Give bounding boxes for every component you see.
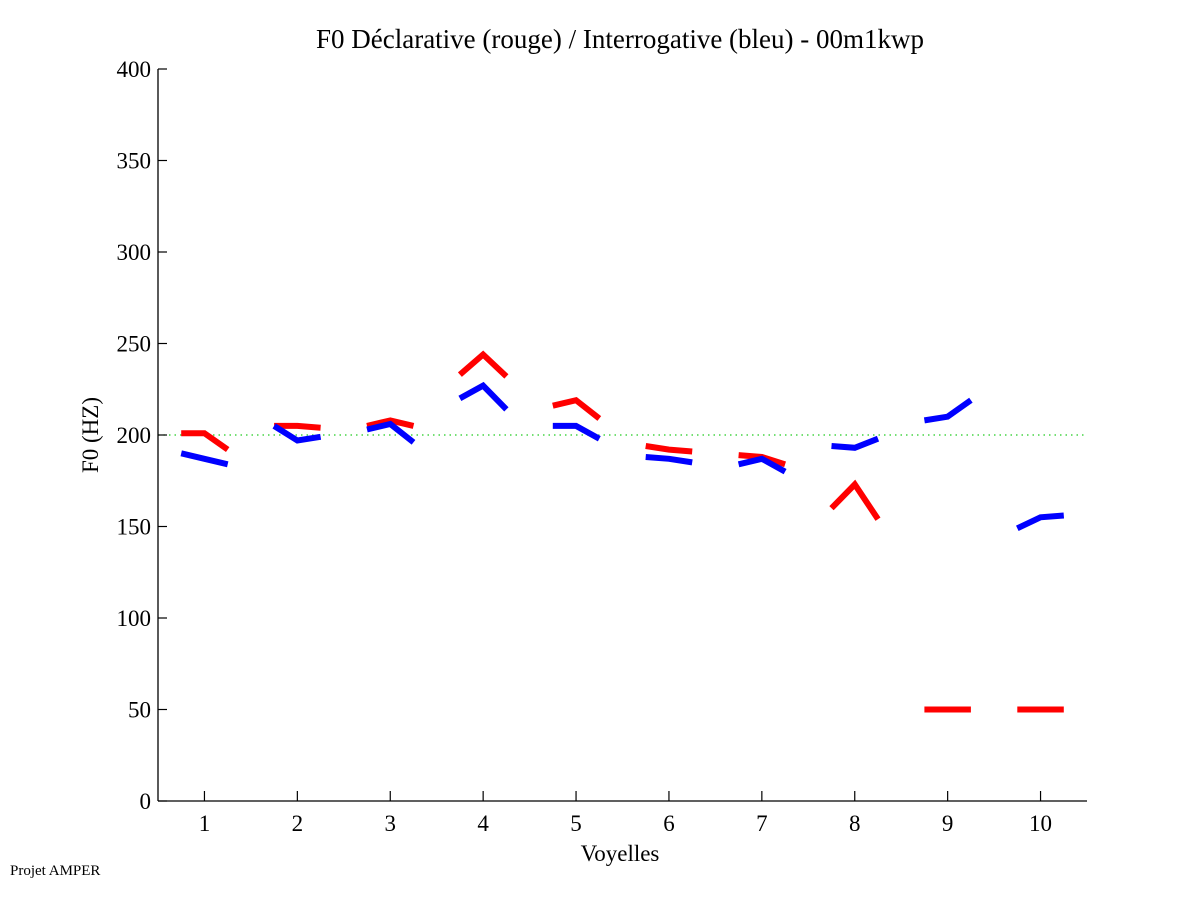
series-segment-vowel-4 xyxy=(458,381,509,412)
y-tick-label: 100 xyxy=(117,606,152,631)
x-tick-label: 8 xyxy=(849,811,861,836)
series-segment-vowel-3 xyxy=(366,417,415,429)
x-tick-label: 7 xyxy=(756,811,768,836)
y-tick-label: 350 xyxy=(117,149,152,174)
x-tick-label: 9 xyxy=(942,811,954,836)
x-tick-label: 5 xyxy=(570,811,582,836)
x-tick-label: 3 xyxy=(385,811,397,836)
x-tick-label: 4 xyxy=(477,811,489,836)
series-segment-vowel-8 xyxy=(829,479,881,521)
series-segment-vowel-10 xyxy=(1016,512,1065,532)
y-tick-label: 50 xyxy=(128,698,151,723)
y-tick-label: 250 xyxy=(117,332,152,357)
y-tick-label: 150 xyxy=(117,515,152,540)
y-ticks: 0 50 100 150 200 250 300 350 400 xyxy=(117,57,167,814)
series-segment-vowel-1 xyxy=(181,430,230,453)
x-tick-label: 6 xyxy=(663,811,675,836)
series-segment-vowel-8 xyxy=(831,435,880,451)
axes xyxy=(157,69,1087,802)
series-segment-vowel-3 xyxy=(366,420,416,445)
series-segment-vowel-2 xyxy=(274,422,321,431)
series-layer xyxy=(180,350,1065,713)
series-interrogative-blue xyxy=(180,381,1065,532)
x-tick-label: 1 xyxy=(199,811,211,836)
y-axis-label: F0 (HZ) xyxy=(78,397,103,473)
series-segment-vowel-6 xyxy=(645,443,693,455)
x-tick-label: 10 xyxy=(1029,811,1052,836)
y-tick-label: 200 xyxy=(117,423,152,448)
chart-title: F0 Déclarative (rouge) / Interrogative (… xyxy=(316,24,924,54)
y-tick-label: 0 xyxy=(140,789,152,814)
y-tick-label: 300 xyxy=(117,240,152,265)
x-ticks: 1 2 3 4 5 6 7 8 9 10 xyxy=(199,791,1052,836)
series-segment-vowel-5 xyxy=(552,422,601,442)
series-segment-vowel-5 xyxy=(552,396,602,421)
y-tick-label: 400 xyxy=(117,57,152,82)
series-segment-vowel-1 xyxy=(180,450,229,468)
series-segment-vowel-4 xyxy=(457,350,509,379)
series-segment-vowel-9 xyxy=(923,397,973,424)
x-tick-label: 2 xyxy=(292,811,304,836)
x-axis-label: Voyelles xyxy=(581,841,660,866)
series-declarative-red xyxy=(181,350,1064,713)
footer-credit: Projet AMPER xyxy=(10,863,101,879)
series-segment-vowel-7 xyxy=(737,455,787,475)
series-segment-vowel-6 xyxy=(645,454,693,466)
series-segment-vowel-2 xyxy=(272,423,322,444)
